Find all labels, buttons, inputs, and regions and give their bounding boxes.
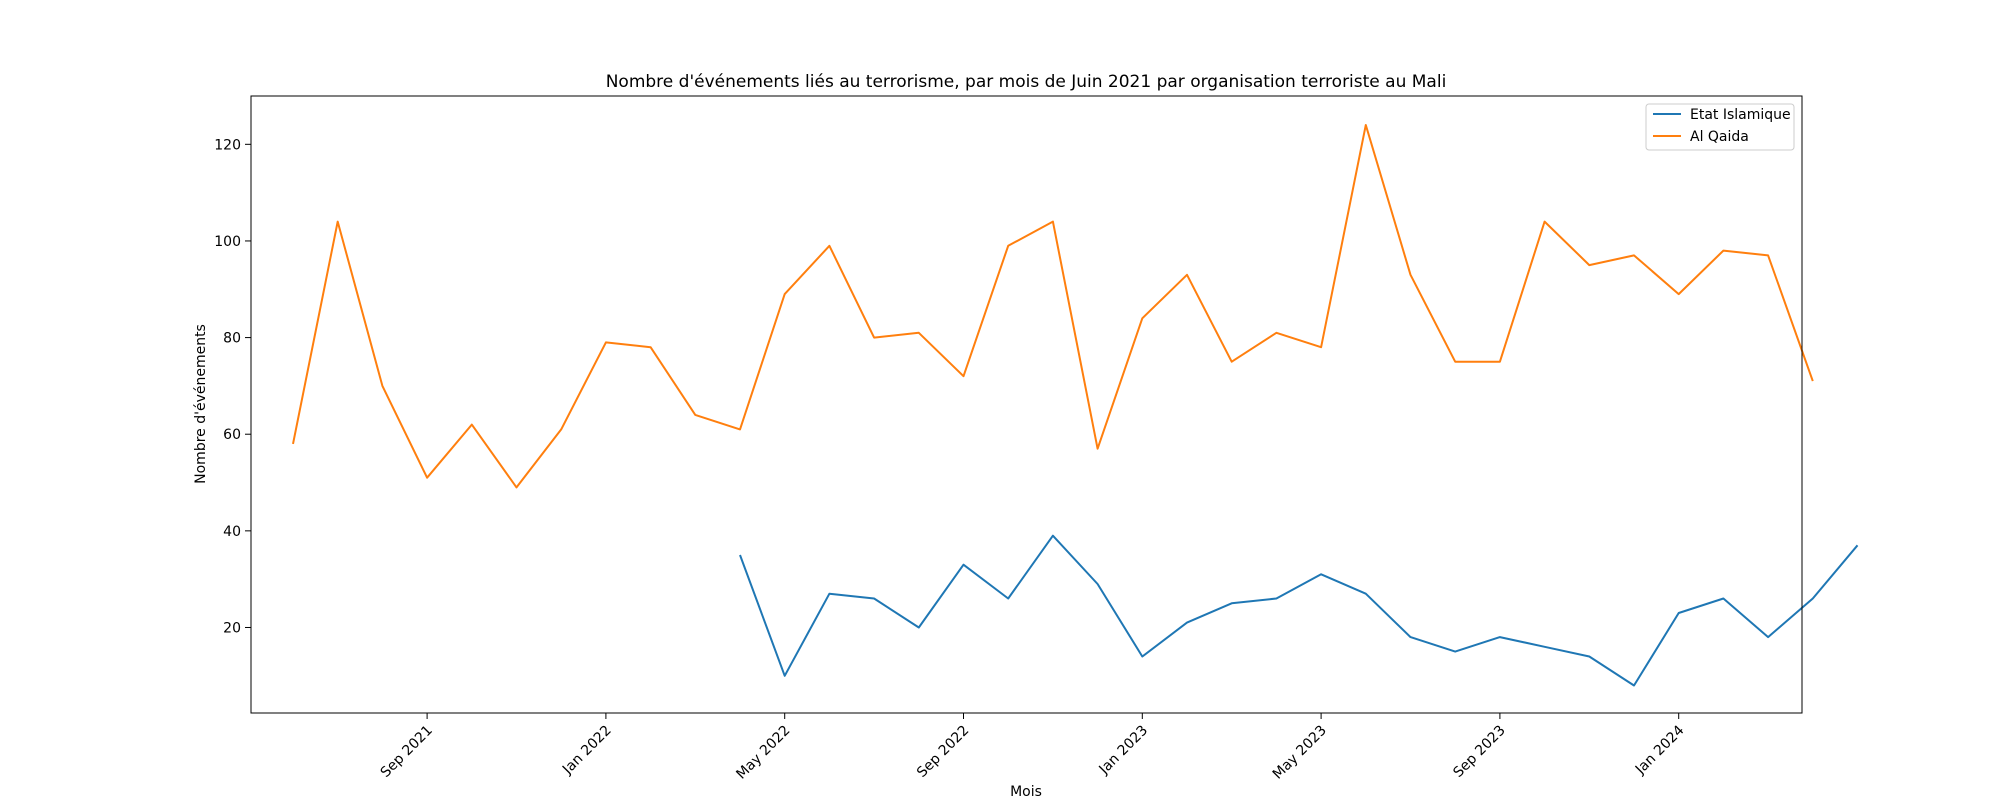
y-tick-label: 20 [223,620,241,636]
y-tick-label: 80 [223,331,241,347]
x-tick-label: Jan 2024 [1632,722,1688,778]
x-tick-label: Jan 2023 [1095,723,1151,779]
series-line-al-qaida [292,124,1814,489]
x-axis-label: Mois [1010,784,1042,800]
y-tick-label: 40 [223,524,241,540]
x-tick-label: Sep 2023 [1450,723,1508,781]
legend: Etat Islamique Al Qaida [1645,103,1795,151]
y-tick-label: 60 [223,427,241,443]
chart-title: Nombre d'événements liés au terrorisme, … [606,72,1447,92]
x-axis: Sep 2021 Jan 2022 May 2022 Sep 2022 Jan 2023… [378,713,1688,783]
plot-lines [292,124,1859,687]
x-tick-label: Sep 2021 [378,723,436,781]
plot-frame [250,95,1803,714]
x-tick-label: May 2022 [733,723,793,783]
legend-box [1645,103,1795,151]
y-tick-label: 100 [214,234,241,250]
y-tick-label: 120 [214,137,241,153]
series-line-etat-islamique [739,534,1859,687]
y-axis-label: Nombre d'événements [193,324,209,484]
x-tick-label: Jan 2022 [559,723,615,779]
y-axis: 20 40 60 80 100 120 [214,137,251,636]
x-tick-label: Sep 2022 [914,723,972,781]
legend-label-al-qaida: Al Qaida [1690,129,1749,145]
legend-label-etat-islamique: Etat Islamique [1690,107,1791,123]
x-tick-label: May 2023 [1270,723,1330,783]
